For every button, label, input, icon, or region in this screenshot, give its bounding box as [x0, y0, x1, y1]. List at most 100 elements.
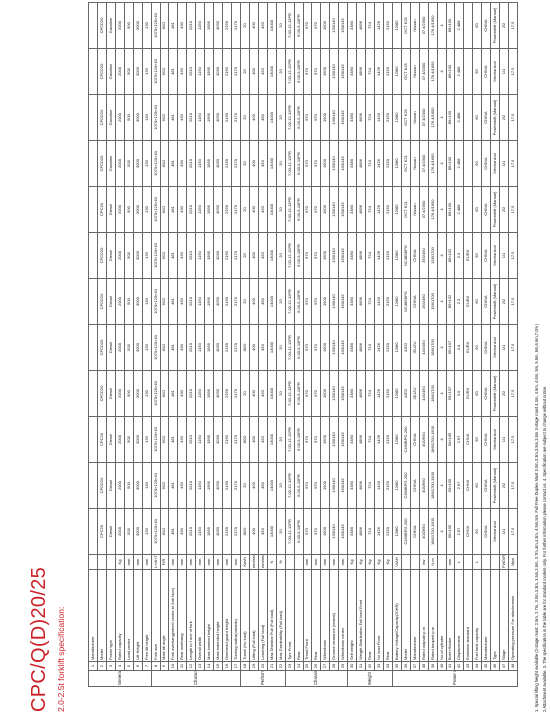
spec-value: 90×105: [446, 416, 455, 463]
spec-value: 160/145: [338, 232, 348, 279]
spec-value: 724: [365, 324, 375, 371]
spec-value: 1150: [195, 324, 205, 371]
spec-value: 1/1: [499, 140, 509, 187]
row-unit: mm: [338, 554, 348, 570]
spec-value: 130: [142, 2, 152, 49]
spec-row: 32 Rear Kg 724 724 724 724 724 724 724 724 724 724 72…: [365, 2, 375, 687]
spec-value: 2/2: [499, 186, 509, 233]
spec-row: 47 Stage FWD/RVS 1/1 2/2 1/1 2/2 1/1 2/2 1/1 2/2 1/…: [499, 2, 509, 687]
spec-value: Powershift (Manual): [490, 94, 500, 141]
spec-value: 130/140: [329, 416, 339, 463]
spec-value: 17.5: [508, 324, 518, 371]
spec-value: 2/2: [499, 94, 509, 141]
spec-value: 450: [258, 462, 268, 509]
spec-value: 2150: [383, 94, 393, 141]
spec-value: 1150: [195, 232, 205, 279]
row-label: Wheelbase center: [338, 569, 348, 662]
spec-row: 9 Mast tilt angle F/R 6/12 6/12 6/12 6/12 6/12 6…: [160, 2, 169, 687]
row-label: Load center: [124, 569, 134, 662]
spec-value: 724: [365, 278, 375, 325]
spec-value: 2.67: [454, 416, 464, 463]
spec-value: 17.5: [508, 278, 518, 325]
row-label: Mast tilt angle: [160, 569, 169, 662]
spec-value: CHINA: [481, 232, 491, 279]
spec-value: 2.488: [454, 2, 464, 49]
spec-value: 970: [311, 140, 321, 187]
spec-value: 1600: [320, 232, 330, 279]
spec-value: 724: [365, 140, 375, 187]
spec-value: CHINA: [481, 48, 491, 95]
spec-value: 12/80: [392, 186, 402, 233]
spec-value: 4030: [213, 232, 223, 279]
spec-value: 176.4/1600: [428, 186, 438, 233]
row-label: Lifting (Full load): [249, 569, 259, 662]
spec-value: 4030: [213, 324, 223, 371]
spec-value: 8/20: [240, 508, 250, 555]
row-label: No load Front: [374, 569, 384, 662]
row-label: Rear overhang: [177, 569, 187, 662]
spec-value: CHINA: [481, 2, 491, 49]
spec-value: Diesel: [106, 186, 116, 233]
spec-value: 7.00-12-12PR: [285, 370, 295, 417]
spec-value: 2.67: [454, 508, 464, 555]
row-label: Battery Voltage/Capacity(20HR): [392, 569, 402, 662]
row-number: 28: [329, 661, 339, 671]
spec-value: 2160: [222, 416, 232, 463]
row-unit: [463, 554, 473, 570]
spec-value: 6/12: [160, 48, 169, 95]
spec-value: 400: [249, 186, 259, 233]
spec-value: 1070×120×40: [151, 186, 160, 233]
spec-value: 14000: [267, 278, 277, 325]
row-unit: FWD/RVS: [499, 554, 509, 570]
row-label: Fork overhang(wheel center to fork face): [168, 569, 178, 662]
spec-value: 6.00-9-10PR: [294, 2, 303, 49]
spec-value: 2150: [383, 2, 393, 49]
spec-value: 970: [303, 508, 312, 555]
row-number: 20: [258, 661, 268, 671]
row-label: Rear: [294, 569, 303, 662]
spec-value: 970: [303, 186, 312, 233]
spec-value: [88, 48, 98, 95]
spec-value: 2170: [231, 94, 241, 141]
spec-value: 160/145: [338, 278, 348, 325]
spec-value: 176.4/1600: [428, 48, 438, 95]
spec-value: 176.4/1600: [428, 2, 438, 49]
spec-value: 400: [249, 416, 259, 463]
spec-row: 39 Rated torque/r.p.m N.m 186/1700-1900 186/…: [428, 2, 438, 687]
spec-value: 4030: [213, 94, 223, 141]
row-number: 34: [383, 661, 393, 671]
row-unit: mm/sec: [249, 554, 259, 570]
spec-value: 1995: [204, 186, 214, 233]
spec-value: 2.488: [454, 48, 464, 95]
spec-value: 160/145: [338, 508, 348, 555]
spec-row: 38 Rated output/r.p.m kw 40/2650 40/2650 40/2…: [419, 2, 429, 687]
row-unit: [410, 554, 420, 570]
spec-value: 14000: [267, 370, 277, 417]
spec-value: 970: [303, 232, 312, 279]
spec-row: 16 Overhead guard height mm 2160 2160 2160 216…: [222, 2, 232, 687]
spec-value: 400: [249, 2, 259, 49]
spec-value: 3380: [347, 370, 357, 417]
spec-value: 430: [177, 416, 187, 463]
spec-value: 6.00-9-10PR: [294, 416, 303, 463]
spec-value: 6.00-9-10PR: [294, 186, 303, 233]
spec-value: 970: [303, 462, 312, 509]
spec-value: 4: [437, 140, 446, 187]
spec-value: 1995: [204, 48, 214, 95]
spec-value: 3380: [347, 416, 357, 463]
spec-value: 2.3: [454, 278, 464, 325]
row-number: 5: [124, 661, 134, 671]
spec-value: 1426: [374, 324, 384, 371]
spec-value: 1426: [374, 370, 384, 417]
spec-value: 4030: [213, 370, 223, 417]
spec-value: 20: [240, 462, 250, 509]
spec-value: 2160: [222, 48, 232, 95]
spec-value: 4896: [356, 232, 366, 279]
spec-value: [88, 508, 98, 555]
spec-value: 6/12: [160, 508, 169, 555]
spec-value: 37.4/2300: [419, 94, 429, 141]
spec-value: 2150: [383, 324, 393, 371]
spec-value: 400: [249, 370, 259, 417]
spec-value: 1995: [204, 232, 214, 279]
spec-value: 14000: [267, 2, 277, 49]
